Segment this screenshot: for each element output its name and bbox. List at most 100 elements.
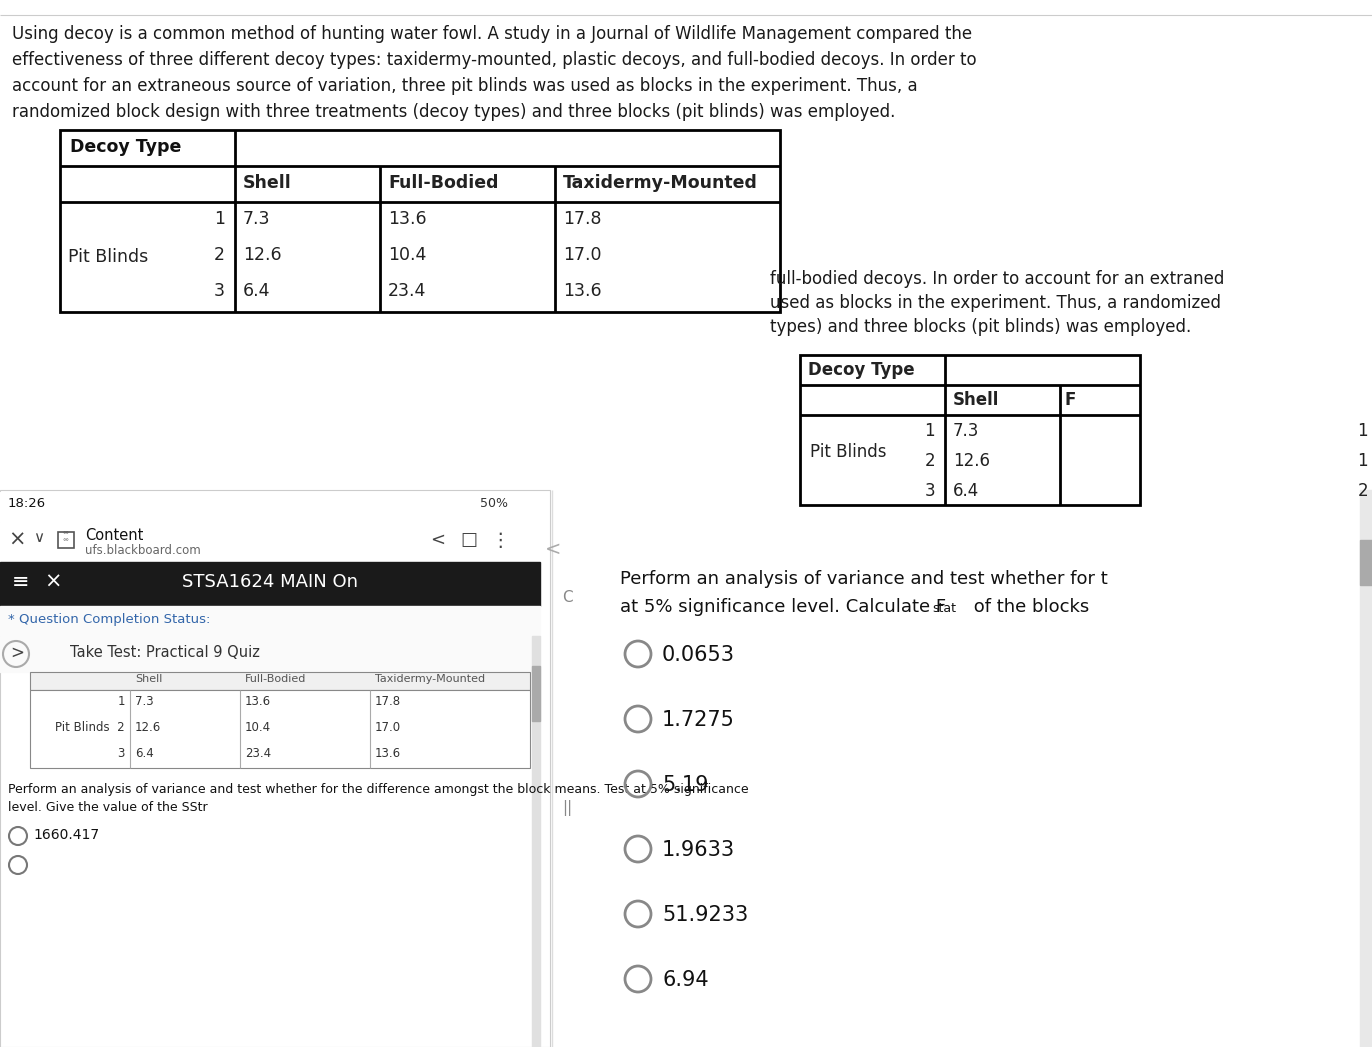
Text: 12.6: 12.6 [134,721,162,734]
Bar [532,636,541,1047]
Bar [1360,490,1372,1047]
Text: ||: || [563,800,572,816]
Text: at 5% significance level. Calculate F: at 5% significance level. Calculate F [620,598,947,616]
Text: 1.9633: 1.9633 [663,840,735,860]
Text: >: > [10,644,23,662]
Text: 10.4: 10.4 [246,721,272,734]
Text: 1: 1 [1357,452,1368,470]
Text: 3: 3 [214,282,225,300]
Bar [58,532,74,548]
Bar [30,690,530,768]
Text: 51.9233: 51.9233 [663,905,748,925]
Text: stat: stat [932,602,956,615]
Text: full-bodied decoys. In order to account for an extraned: full-bodied decoys. In order to account … [770,270,1224,288]
Text: Pit Blinds  2: Pit Blinds 2 [55,721,125,734]
Text: 1.7275: 1.7275 [663,710,735,730]
Text: 0.0653: 0.0653 [663,645,735,665]
Bar [0,0,1372,500]
Text: 13.6: 13.6 [246,695,272,708]
Text: 17.0: 17.0 [563,246,601,264]
Text: Perform an analysis of variance and test whether for t: Perform an analysis of variance and test… [620,570,1107,588]
Text: used as blocks in the experiment. Thus, a randomized: used as blocks in the experiment. Thus, … [770,294,1221,312]
Text: 2: 2 [1357,482,1368,500]
Text: Pit Blinds: Pit Blinds [809,443,886,461]
Text: 6.4: 6.4 [243,282,270,300]
Text: ≡: ≡ [12,572,30,592]
Text: 2: 2 [925,452,934,470]
Text: ⋮: ⋮ [490,531,509,550]
Text: types) and three blocks (pit blinds) was employed.: types) and three blocks (pit blinds) was… [770,318,1191,336]
Text: Decoy Type: Decoy Type [808,361,915,379]
Bar [1360,540,1372,585]
Text: Shell: Shell [134,674,162,684]
Bar [532,666,541,721]
Text: 17.8: 17.8 [563,210,601,228]
Text: account for an extraneous source of variation, three pit blinds was used as bloc: account for an extraneous source of vari… [12,77,918,95]
Text: 12.6: 12.6 [243,246,281,264]
Bar [0,636,541,672]
Text: 1: 1 [1357,422,1368,440]
Text: Content: Content [85,528,144,543]
Text: Shell: Shell [243,174,292,192]
Bar [0,606,541,636]
Text: Taxidermy-Mounted: Taxidermy-Mounted [563,174,757,192]
Text: of the blocks: of the blocks [969,598,1089,616]
Text: Taxidermy-Mounted: Taxidermy-Mounted [375,674,486,684]
Text: Full-Bodied: Full-Bodied [388,174,498,192]
Text: □: □ [460,531,477,549]
Text: 1: 1 [925,422,934,440]
Text: 50%: 50% [480,497,508,510]
Text: 13.6: 13.6 [375,747,401,760]
Text: 23.4: 23.4 [246,747,272,760]
Bar [0,562,541,606]
Text: 23.4: 23.4 [388,282,427,300]
Text: 17.0: 17.0 [375,721,401,734]
Text: <: < [429,531,445,549]
Text: ×: × [44,572,62,592]
Text: * Question Completion Status:: * Question Completion Status: [8,612,210,626]
Text: Perform an analysis of variance and test whether for the difference amongst the : Perform an analysis of variance and test… [8,783,749,796]
Text: Pit Blinds: Pit Blinds [69,248,148,266]
Text: ∨: ∨ [33,530,44,545]
Text: ×: × [8,530,26,550]
Text: Using decoy is a common method of hunting water fowl. A study in a Journal of Wi: Using decoy is a common method of huntin… [12,25,973,43]
Text: 1: 1 [214,210,225,228]
Text: <: < [545,540,561,559]
Bar [30,672,530,690]
Text: level. Give the value of the SStr: level. Give the value of the SStr [8,801,207,814]
Text: 7.3: 7.3 [134,695,154,708]
Text: 1: 1 [118,695,125,708]
Text: Shell: Shell [954,391,999,409]
Text: 7.3: 7.3 [954,422,980,440]
Text: F: F [1065,391,1077,409]
Bar [0,492,541,522]
Text: 13.6: 13.6 [563,282,602,300]
Text: C: C [563,591,572,605]
Text: 1660.417: 1660.417 [33,828,99,842]
Bar [800,355,1140,505]
Text: 6.94: 6.94 [663,970,708,990]
Text: 18:26: 18:26 [8,497,47,510]
Text: STSA1624 MAIN On: STSA1624 MAIN On [182,573,358,591]
Text: Full-Bodied: Full-Bodied [246,674,306,684]
Text: effectiveness of three different decoy types: taxidermy-mounted, plastic decoys,: effectiveness of three different decoy t… [12,51,977,69]
Text: 2: 2 [214,246,225,264]
Text: 13.6: 13.6 [388,210,427,228]
Text: 6.4: 6.4 [954,482,980,500]
Text: 6.4: 6.4 [134,747,154,760]
Text: Take Test: Practical 9 Quiz: Take Test: Practical 9 Quiz [70,645,259,660]
Bar [0,522,541,562]
Bar [0,490,550,1047]
Text: 17.8: 17.8 [375,695,401,708]
Text: 12.6: 12.6 [954,452,991,470]
Text: 7.3: 7.3 [243,210,270,228]
Text: Decoy Type: Decoy Type [70,138,181,156]
Bar [60,130,781,312]
Text: 3: 3 [925,482,934,500]
Text: 10.4: 10.4 [388,246,427,264]
Text: ufs.blackboard.com: ufs.blackboard.com [85,544,200,557]
Text: randomized block design with three treatments (decoy types) and three blocks (pi: randomized block design with three treat… [12,103,896,121]
Text: °°
°°: °° °° [62,532,69,545]
Text: 3: 3 [118,747,125,760]
Text: 5.19: 5.19 [663,775,708,795]
